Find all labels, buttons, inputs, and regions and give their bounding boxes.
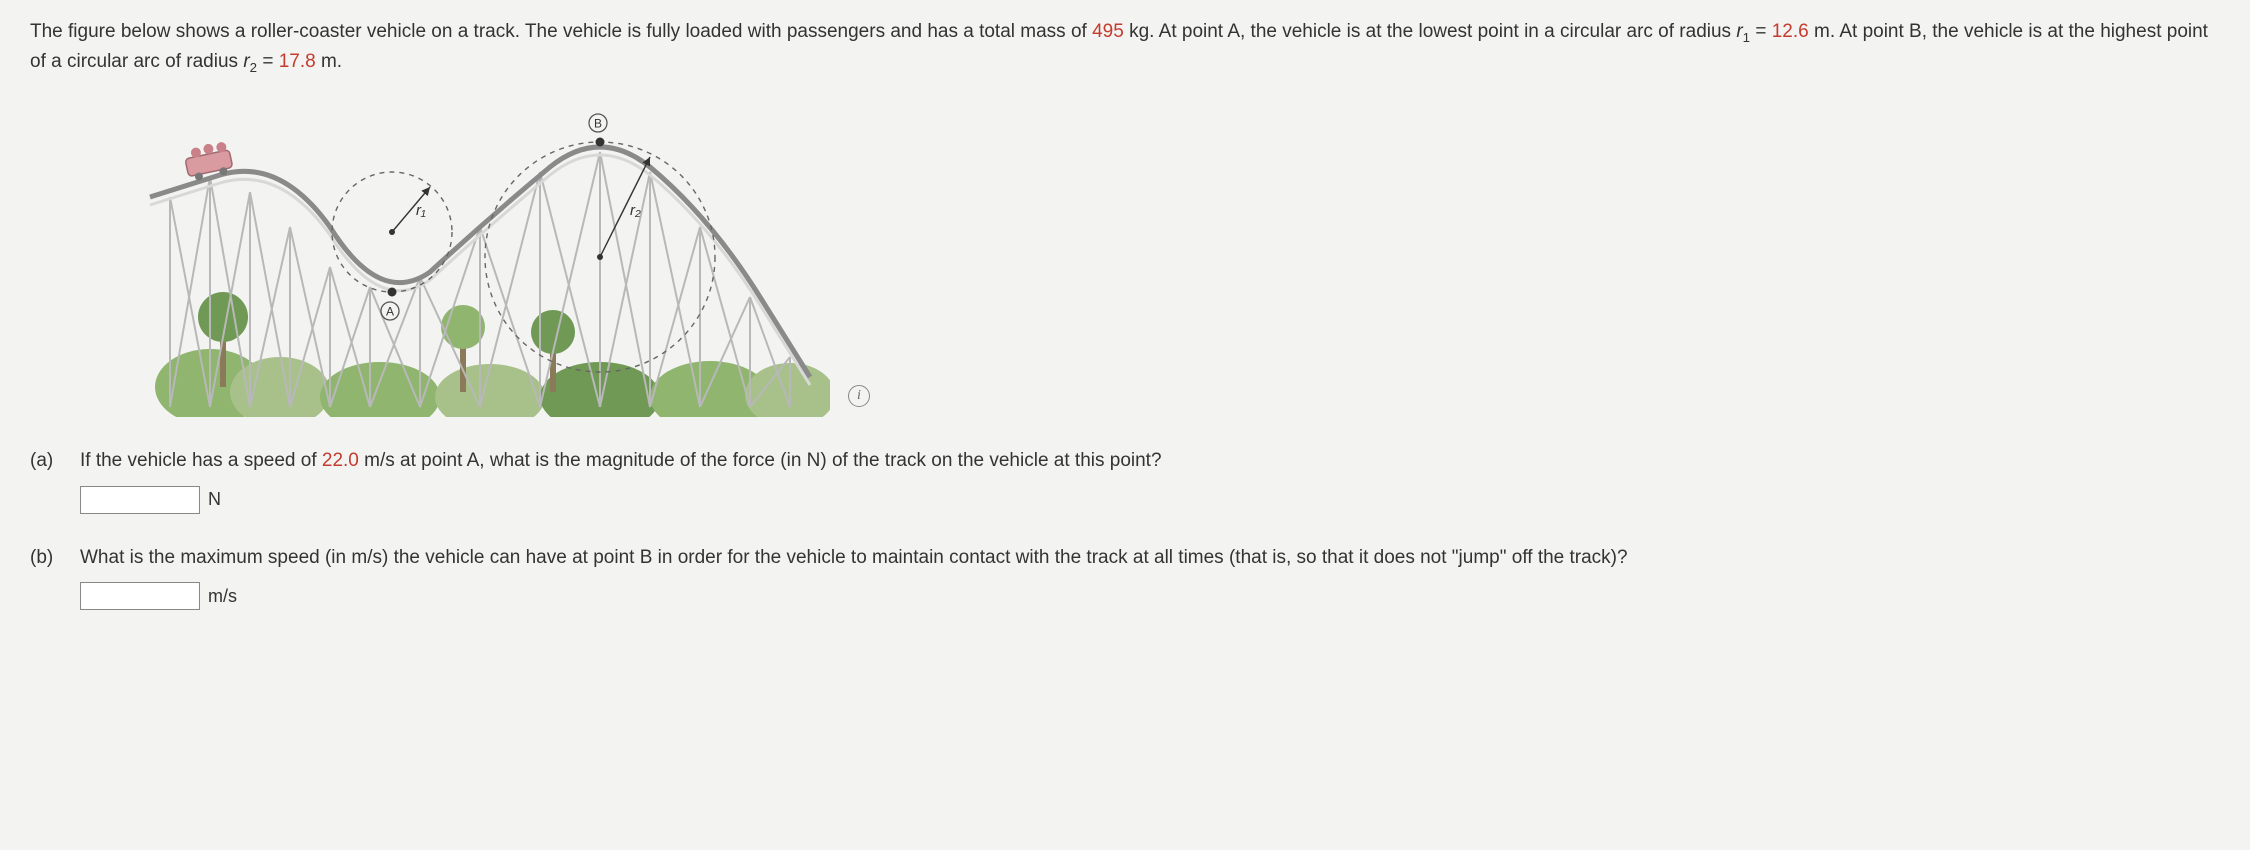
problem-statement: The figure below shows a roller-coaster … — [30, 18, 2220, 77]
r2-symbol: r2 — [243, 51, 257, 72]
part-a-answer-row: N — [80, 486, 2220, 514]
label-r1: r₁ — [416, 202, 426, 219]
label-r2: r₂ — [630, 202, 641, 219]
r1-value: 12.6 — [1772, 21, 1809, 42]
text-intro-2: kg. At point A, the vehicle is at the lo… — [1124, 21, 1737, 42]
text-intro-4: m. — [316, 51, 342, 72]
point-b-dot — [596, 138, 605, 147]
text-intro-1: The figure below shows a roller-coaster … — [30, 21, 1092, 42]
point-a-dot — [388, 288, 397, 297]
point-b-ring: B — [589, 114, 607, 132]
part-b-label: (b) — [30, 544, 62, 611]
info-icon[interactable]: i — [848, 385, 870, 407]
part-a-text-2: m/s at point A, what is the magnitude of… — [359, 450, 1162, 471]
part-a-speed: 22.0 — [322, 450, 359, 471]
roller-coaster-figure: r₁ A r₂ B i — [130, 97, 830, 417]
label-a: A — [386, 305, 394, 319]
mass-value: 495 — [1092, 21, 1124, 42]
r1-symbol: r1 — [1736, 21, 1750, 42]
figure-svg: r₁ A r₂ B — [130, 97, 830, 417]
eq1: = — [1750, 21, 1772, 42]
r2-sub: 2 — [250, 60, 257, 75]
part-a-unit: N — [208, 486, 221, 513]
point-a-ring: A — [381, 302, 399, 320]
part-a-text-1: If the vehicle has a speed of — [80, 450, 322, 471]
part-b-body: What is the maximum speed (in m/s) the v… — [80, 544, 2220, 611]
part-b-unit: m/s — [208, 583, 237, 610]
part-b-text: What is the maximum speed (in m/s) the v… — [80, 547, 1628, 568]
part-b-answer-row: m/s — [80, 582, 2220, 610]
eq2: = — [257, 51, 279, 72]
part-a: (a) If the vehicle has a speed of 22.0 m… — [30, 447, 2220, 514]
part-b: (b) What is the maximum speed (in m/s) t… — [30, 544, 2220, 611]
r1-sub: 1 — [1743, 30, 1750, 45]
part-a-label: (a) — [30, 447, 62, 514]
part-a-body: If the vehicle has a speed of 22.0 m/s a… — [80, 447, 2220, 514]
r2-value: 17.8 — [279, 51, 316, 72]
part-a-answer-input[interactable] — [80, 486, 200, 514]
part-b-answer-input[interactable] — [80, 582, 200, 610]
label-b: B — [594, 117, 602, 131]
